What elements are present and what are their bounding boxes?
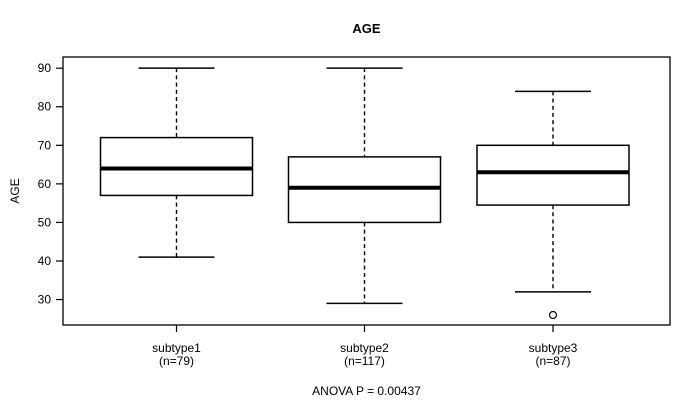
iqr-box xyxy=(476,144,630,206)
y-tick-label: 70 xyxy=(38,138,52,152)
outlier-point xyxy=(548,310,558,320)
x-tick-sublabel: (n=79) xyxy=(159,354,194,368)
y-tick-label: 60 xyxy=(38,177,52,191)
x-tick-label: subtype2 xyxy=(340,341,389,355)
chart-title: AGE xyxy=(352,21,381,36)
y-tick-label: 30 xyxy=(38,293,52,307)
y-tick-label: 80 xyxy=(38,100,52,114)
x-tick-sublabel: (n=117) xyxy=(344,354,385,368)
y-tick-label: 40 xyxy=(38,254,52,268)
anova-annotation: ANOVA P = 0.00437 xyxy=(312,384,421,398)
y-tick-label: 90 xyxy=(38,61,52,75)
y-tick-label: 50 xyxy=(38,215,52,229)
x-tick-label: subtype1 xyxy=(152,341,201,355)
x-tick-label: subtype3 xyxy=(529,341,578,355)
x-tick-sublabel: (n=87) xyxy=(535,354,570,368)
plot-border xyxy=(62,56,671,326)
